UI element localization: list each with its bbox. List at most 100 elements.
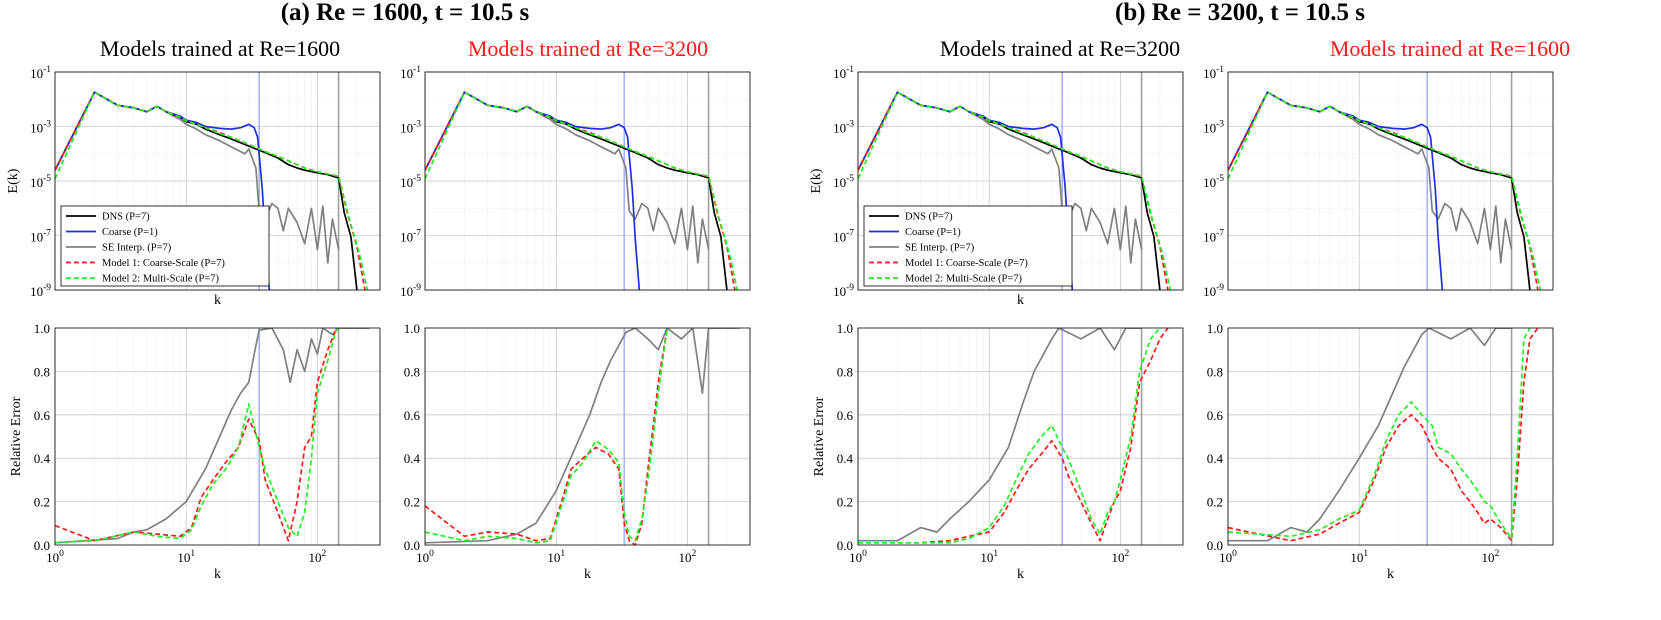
panel-b-left-error-model2-line [858, 328, 1161, 544]
panel-b-left-spectrum-ylabel: E(k) [809, 168, 824, 193]
panel-a-right: 10-110-310-510-710-91.00.80.60.40.20.010… [400, 65, 751, 582]
panel-b-right-error-ytick-0.4: 0.4 [1207, 451, 1224, 466]
panel-b-right: 10-110-310-510-710-91.00.80.60.40.20.010… [1203, 65, 1554, 582]
panel-b-right-error-interp-line [1228, 328, 1512, 542]
panel-a-right-error-model1-line [425, 328, 668, 545]
panel-a-left-error-model2-line [55, 328, 338, 544]
panel-a-left-spectrum-model2-line [55, 91, 369, 290]
panel-a-left-error-series [55, 328, 370, 544]
panel-a-right-error-series [425, 328, 740, 545]
panel-a-right-error-interp-line [425, 328, 740, 544]
panel-b-right-error-ytick-0.2: 0.2 [1207, 495, 1223, 510]
panel-a-right-spectrum: 10-110-310-510-710-9 [400, 65, 751, 299]
panel-b-right-error-xlabel: k [1387, 567, 1394, 582]
panel-a-right-spectrum-series [425, 91, 739, 290]
group-title-a: (a) Re = 1600, t = 10.5 s [281, 0, 530, 26]
panel-b-left-error-ylabel: Relative Error [812, 396, 827, 476]
panel-a-left-legend-label-model1: Model 1: Coarse-Scale (P=7) [102, 258, 225, 269]
panel-b-right-spectrum-frame [1227, 71, 1554, 291]
panel-a-left-error-ytick-0.6: 0.6 [34, 408, 51, 423]
panel-b-right-spectrum: 10-110-310-510-710-9 [1203, 65, 1554, 299]
panel-b-left-spectrum-series [858, 91, 1172, 290]
panel-b-left-error-interp-line [858, 328, 1142, 542]
panel-a-left-error-ytick-0.2: 0.2 [34, 495, 50, 510]
panel-a-right-error-ytick-0.4: 0.4 [404, 451, 421, 466]
panel-b-right-error-series [1228, 328, 1539, 542]
panel-a-left-error-ytick-0.8: 0.8 [34, 364, 50, 379]
panel-a-left-error-ytick-1.0: 1.0 [34, 321, 50, 336]
panel-a-left-legend-label-coarse: Coarse (P=1) [102, 227, 158, 238]
panel-b-left-spectrum-xlabel: k [1017, 293, 1024, 308]
panel-a-left-spectrum-frame [54, 71, 381, 291]
panel-b-left-error-xlabel: k [1017, 567, 1024, 582]
panel-b-right-error-ytick-0.0: 0.0 [1207, 538, 1223, 553]
subtitle-b-right: Models trained at Re=1600 [1330, 36, 1570, 61]
panel-b-right-error-frame [1227, 327, 1554, 546]
panel-a-right-error-xlabel: k [584, 567, 591, 582]
panel-a-right-spectrum-model2-line [425, 91, 739, 290]
panel-b-left-legend: DNS (P=7) Coarse (P=1) SE Interp. (P=7) Mod… [863, 205, 1073, 287]
panel-b-left-legend-label-model1: Model 1: Coarse-Scale (P=7) [905, 258, 1028, 269]
panel-b-left-error-frame [857, 327, 1184, 546]
panel-a-left-legend-label-interp: SE Interp. (P=7) [102, 243, 172, 254]
panel-b-left-spectrum-model2-line [858, 91, 1172, 290]
panel-b-left-error-model1-line [858, 328, 1169, 544]
panel-a-left-legend-label-dns: DNS (P=7) [102, 212, 150, 223]
plot-area: 10-110-310-510-710-9 E(k) k DNS (P=7) Coarse… [6, 65, 1554, 582]
panel-a-left-error-ytick-0.4: 0.4 [34, 451, 51, 466]
panel-b-left-error-ytick-0.2: 0.2 [837, 495, 853, 510]
subtitle-b-left: Models trained at Re=3200 [940, 36, 1180, 61]
panel-a-left-legend-label-model2: Model 2: Multi-Scale (P=7) [102, 274, 220, 285]
panel-b-left-error-series [858, 328, 1169, 544]
panel-b-left-legend-box [863, 205, 1073, 287]
panel-a-right-error-ytick-1.0: 1.0 [404, 321, 420, 336]
panel-a-right-error-ytick-0.6: 0.6 [404, 408, 421, 423]
panel-a-left-error-interp-line [55, 328, 370, 544]
group-title-b: (b) Re = 3200, t = 10.5 s [1115, 0, 1365, 26]
panel-b-right-spectrum-model2-line [1228, 91, 1542, 290]
panel-b-left-legend-label-interp: SE Interp. (P=7) [905, 243, 975, 254]
panel-a-left-error-ytick-0.0: 0.0 [34, 538, 50, 553]
panel-a-left-error-model1-line [55, 328, 338, 542]
panel-a-right-error-frame [424, 327, 751, 546]
panel-b-right-error-ytick-0.8: 0.8 [1207, 364, 1223, 379]
panel-b-left-error-ytick-0.4: 0.4 [837, 451, 854, 466]
panel-a-left-spectrum-xlabel: k [214, 293, 221, 308]
panel-b-left-spectrum-frame [857, 71, 1184, 291]
panel-a-left-error-xlabel: k [214, 567, 221, 582]
panel-b-right-error-ytick-1.0: 1.0 [1207, 321, 1223, 336]
panel-a-left-spectrum-ylabel: E(k) [6, 168, 21, 193]
panel-b-left-error-ytick-0.8: 0.8 [837, 364, 853, 379]
panel-a-right-error-ytick-0.2: 0.2 [404, 495, 420, 510]
panel-b-left-legend-label-dns: DNS (P=7) [905, 212, 953, 223]
panel-a-left-error-ylabel: Relative Error [9, 396, 24, 476]
panel-a-right-error-ytick-0.0: 0.0 [404, 538, 420, 553]
panel-b-left-legend-label-coarse: Coarse (P=1) [905, 227, 961, 238]
panel-b-right-spectrum-series [1228, 91, 1542, 290]
panel-b-left-error-ytick-1.0: 1.0 [837, 321, 853, 336]
panel-a-left-legend: DNS (P=7) Coarse (P=1) SE Interp. (P=7) Mod… [60, 205, 270, 287]
panel-b-right-error-ytick-0.6: 0.6 [1207, 408, 1224, 423]
panel-a-right-error-model2-line [425, 328, 668, 544]
subtitle-a-right: Models trained at Re=3200 [468, 36, 708, 61]
panel-b-left-error-ytick-0.0: 0.0 [837, 538, 853, 553]
panel-a-right-spectrum-frame [424, 71, 751, 291]
panel-b-right-error-model2-line [1228, 328, 1531, 540]
panel-a-left-error-frame [54, 327, 381, 546]
subtitle-a-left: Models trained at Re=1600 [100, 36, 340, 61]
panel-b-left-error-ytick-0.6: 0.6 [837, 408, 854, 423]
panel-a-left-spectrum-series [55, 91, 369, 290]
panel-a-right-error-ytick-0.8: 0.8 [404, 364, 420, 379]
panel-b-left-legend-label-model2: Model 2: Multi-Scale (P=7) [905, 274, 1023, 285]
panel-a-left-legend-box [60, 205, 270, 287]
